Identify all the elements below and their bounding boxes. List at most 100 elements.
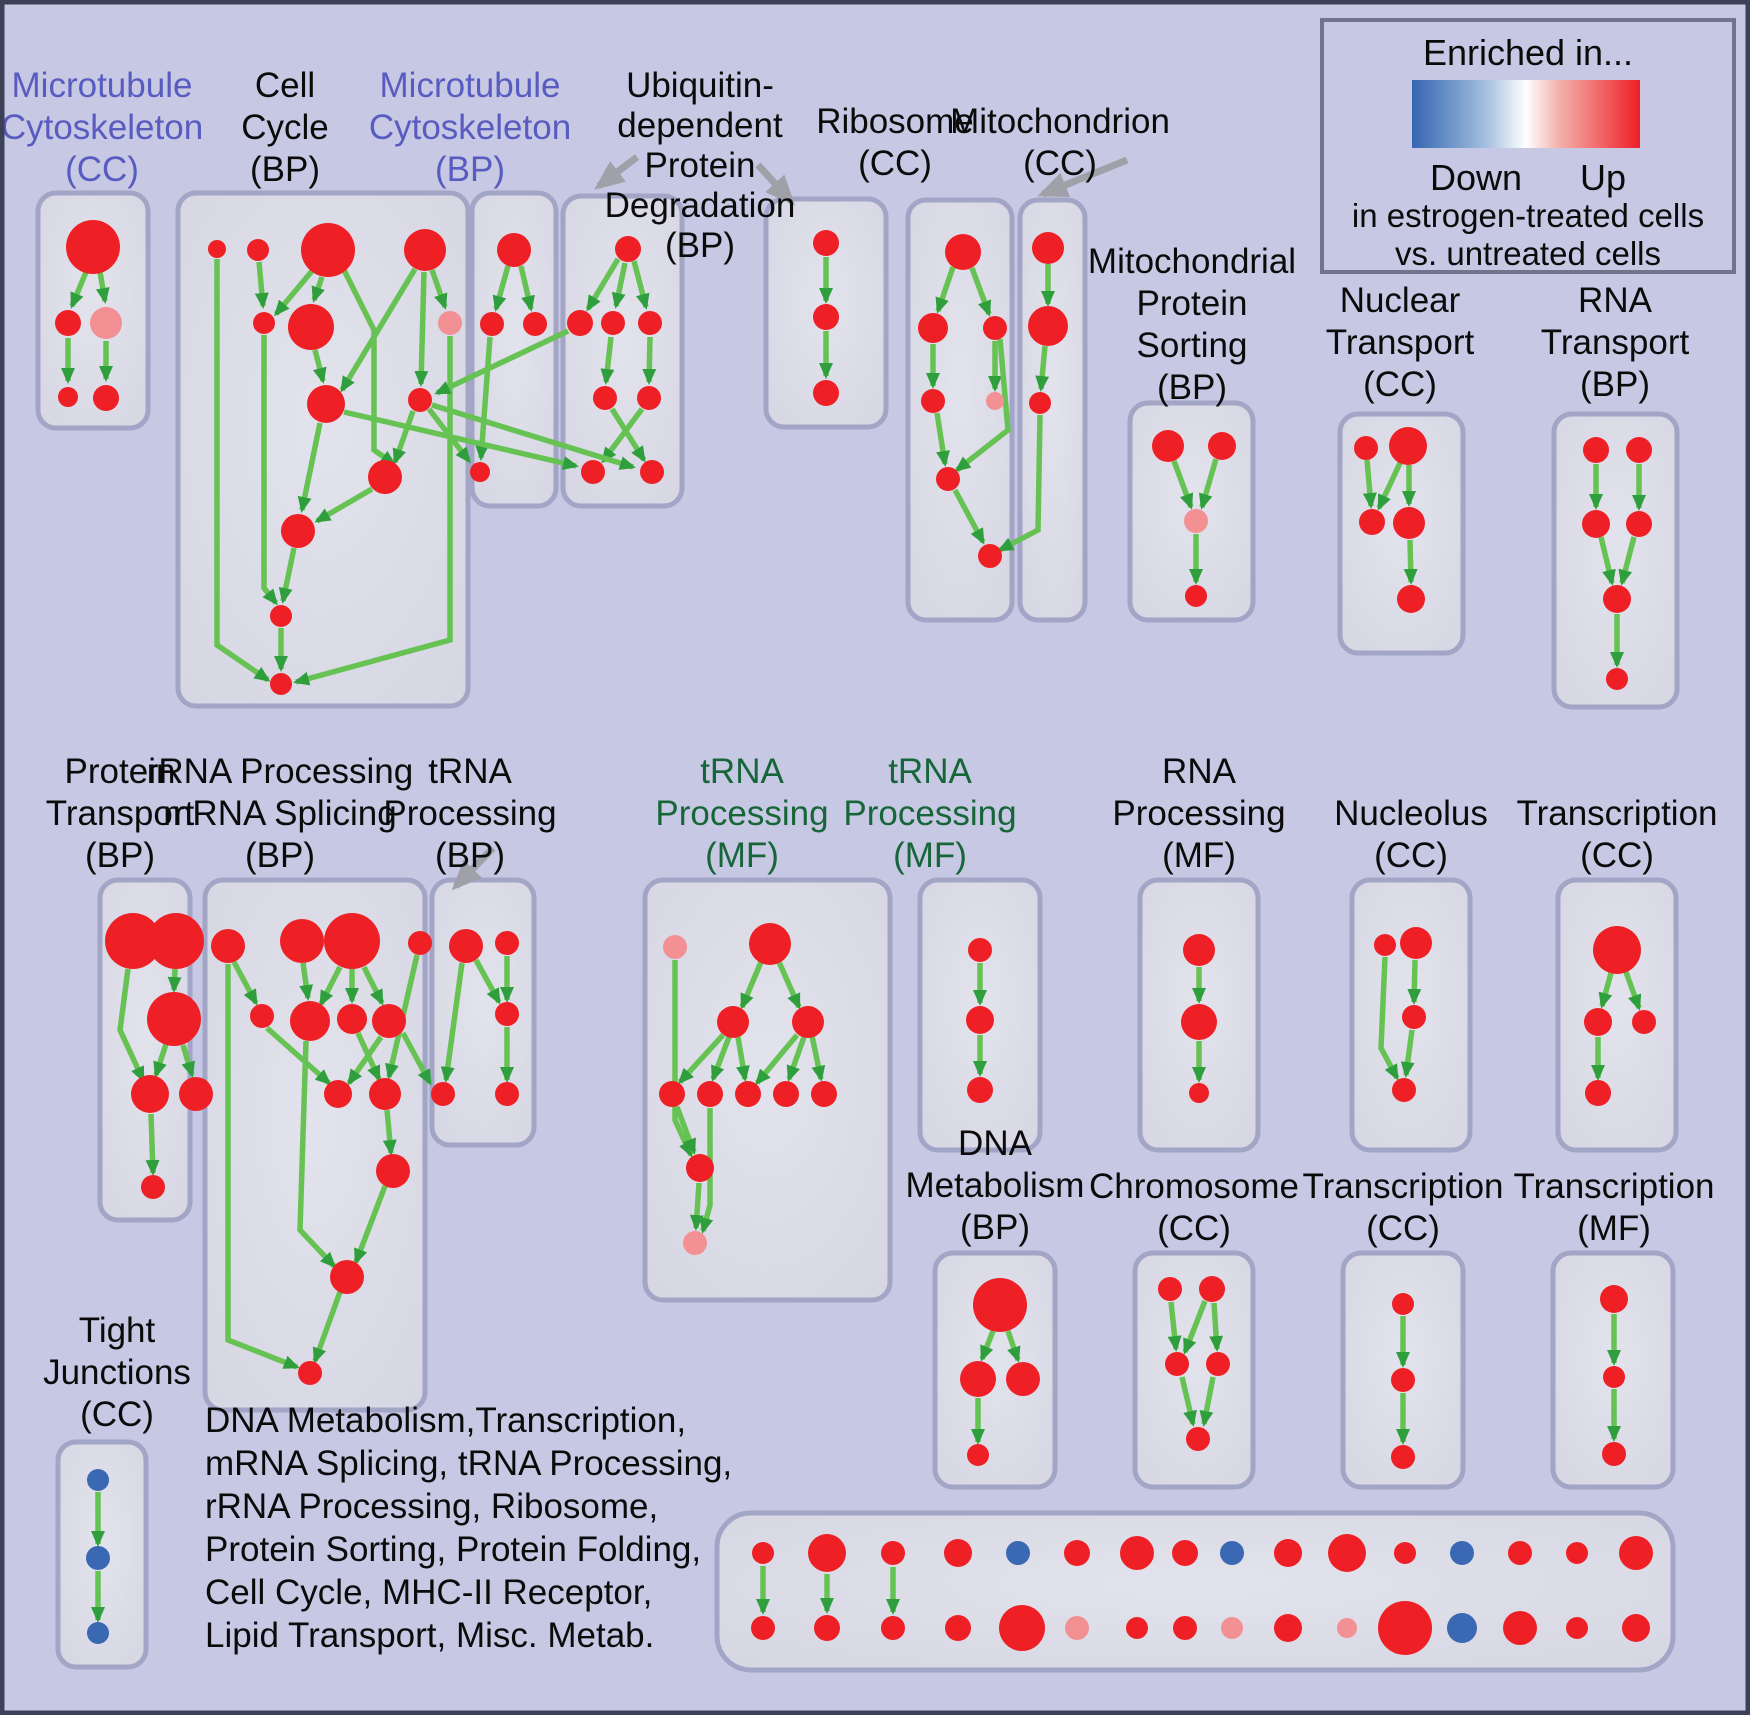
edge-trna-processing-mf-large [754,1033,800,1086]
edge-nucleolus [1400,1029,1415,1078]
edge-nuclear-transport [1376,461,1403,511]
go-term-node-red [968,938,992,962]
go-term-node-red [567,310,593,336]
edge-dna-metabolism [1005,1330,1021,1363]
legend-subtitle-line1: in estrogen-treated cells [1352,197,1704,234]
go-term-node-red [593,386,617,410]
edge-ubiquitin-degradation-1 [600,407,645,464]
go-term-node-red [752,1542,774,1564]
edge-rrna-processing-mrna-splicing [353,1185,388,1265]
go-term-node-red [881,1616,905,1640]
label-ribosome: Ribosome (CC) [816,102,974,183]
edge-rrna-processing-mrna-splicing [231,960,259,1006]
label-transcription-cc-bottom: Transcription (CC) [1303,1167,1504,1248]
go-term-node-red [495,931,519,955]
label-dna-metabolism: DNA Metabolism (BP) [906,1124,1085,1247]
go-term-node-red [290,1001,330,1041]
cross-edge-rrna-to-trnabp [400,1031,433,1086]
edge-rrna-processing-mrna-splicing [312,1291,343,1364]
go-term-node-red [1566,1542,1588,1564]
edge-cell-cycle [312,349,327,384]
go-term-node-red [1582,510,1610,538]
go-term-node-red [918,313,948,343]
go-term-node-pink [1065,1616,1089,1640]
go-term-node-red [369,1078,401,1110]
go-term-node-red [773,1081,799,1107]
go-term-node-red [1189,1083,1209,1103]
edge-cell-cycle [429,269,448,310]
annotation-arrow-trna-bp [451,845,496,891]
go-term-node-red [1173,1616,1197,1640]
go-term-node-red [813,230,839,256]
go-term-node-red [1503,1611,1537,1645]
edge-ubiquitin-degradation-1 [600,336,615,385]
go-term-node-red [404,229,446,271]
go-term-node-red [601,311,625,335]
edge-trna-processing-mf-large [735,1036,750,1082]
go-term-node-red [967,1444,989,1466]
label-rna-transport: RNA Transport (BP) [1541,281,1690,404]
go-term-node-red [408,388,432,412]
go-term-node-red [307,385,345,423]
network-graph: Microtubule Cytoskeleton (CC) Cell Cycle (BP)… [1,66,1718,1673]
edge-ubiquitin-degradation-1 [611,262,628,309]
go-term-node-blue [1450,1541,1474,1565]
edge-rrna-processing-mrna-splicing [318,965,343,1007]
cluster-box-transcription-cc-upper [1555,877,1679,1153]
go-term-node-red [1181,1004,1217,1040]
edge-mitochondrion [1035,345,1050,392]
go-term-node-red [1391,1368,1415,1392]
go-term-node-red [1622,1614,1650,1642]
go-term-node-pink [90,307,122,339]
go-term-node-red [288,304,334,350]
edge-cell-cycle [214,259,271,683]
edge-cell-cycle [392,410,416,465]
label-rrna: rRNA Processing mRNA Splicing (BP) [147,752,413,875]
label-cell-cycle: Cell Cycle (BP) [241,66,329,189]
label-nuclear-transport: Nuclear Transport (CC) [1326,281,1475,404]
go-term-node-red [960,1361,996,1397]
edge-protein-transport [180,1044,195,1078]
go-term-node-red [1626,511,1652,537]
go-term-node-red [638,311,662,335]
go-term-node-red [945,234,981,270]
go-term-node-pink [1221,1617,1243,1639]
label-chromosome: Chromosome (CC) [1089,1167,1299,1248]
go-term-node-blue [87,1622,109,1644]
edge-cell-cycle [339,267,418,393]
go-term-node-red [480,312,504,336]
go-term-node-red [431,1082,455,1106]
edge-microtubule-bp [492,265,511,312]
edge-trna-processing-mf-large [710,1036,732,1082]
edge-chromosome [1209,1302,1224,1352]
edge-nuclear-transport [1362,459,1377,509]
go-term-node-red [637,386,661,410]
go-term-node-red [179,1077,213,1111]
label-rna-proc-mf: RNA Processing (MF) [1112,752,1285,875]
go-term-node-red [495,1082,519,1106]
go-term-node-red [967,1077,993,1103]
edge-trna-processing-bp [440,962,465,1083]
edge-dna-metabolism [979,1329,996,1362]
go-term-node-red [1600,1285,1628,1313]
annotation-arrow-mitochondrion [1037,156,1129,198]
go-term-node-red [945,1615,971,1641]
edge-cell-cycle [254,261,269,309]
go-term-node-red [1208,432,1236,460]
go-term-node-pink [438,311,462,335]
edge-trna-processing-mf-large [786,1036,807,1082]
edge-ribosome [969,267,992,317]
go-term-node-red [659,1081,685,1107]
go-term-node-red [1402,1005,1426,1029]
go-term-node-red [581,460,605,484]
go-term-node-red [93,385,119,411]
go-term-node-red [408,931,432,955]
edge-cell-cycle [311,276,325,303]
edge-chromosome [1199,1376,1216,1427]
go-term-node-pink [663,935,687,959]
edge-microtubule-bp [518,265,535,312]
go-term-node-red [1199,1276,1225,1302]
edge-rrna-processing-mrna-splicing [346,1035,384,1086]
edge-cell-cycle [278,547,297,604]
